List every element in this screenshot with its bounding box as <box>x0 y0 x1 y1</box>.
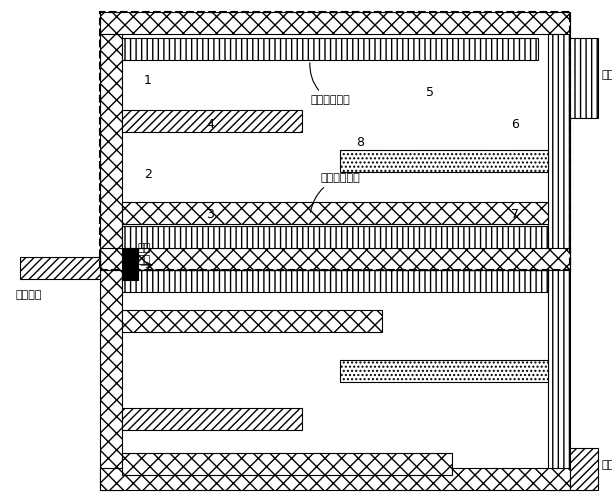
Bar <box>122 453 452 475</box>
Text: 5: 5 <box>426 86 434 98</box>
Bar <box>122 110 302 132</box>
Bar <box>122 226 548 248</box>
Text: 1: 1 <box>144 74 152 87</box>
Bar <box>340 360 548 382</box>
Text: 输入端口: 输入端口 <box>15 290 42 300</box>
Bar <box>100 12 570 34</box>
Bar <box>548 270 570 490</box>
Bar <box>20 257 100 279</box>
Bar <box>122 38 538 60</box>
Text: 第二耦合路径: 第二耦合路径 <box>310 173 360 212</box>
Bar <box>122 310 382 332</box>
Text: 第一输出端口: 第一输出端口 <box>601 70 612 80</box>
Text: 3: 3 <box>206 209 214 221</box>
Text: 7: 7 <box>511 209 519 221</box>
Bar <box>340 150 548 172</box>
Bar <box>122 408 302 430</box>
Text: 4: 4 <box>206 118 214 132</box>
Text: 8: 8 <box>356 136 364 149</box>
Bar <box>100 468 570 490</box>
Bar <box>548 34 570 270</box>
Text: 隔离: 隔离 <box>138 243 151 253</box>
Bar <box>122 202 548 224</box>
Text: 第一耦合路径: 第一耦合路径 <box>310 63 350 105</box>
Bar <box>100 248 570 270</box>
Bar <box>100 270 122 490</box>
Bar <box>100 12 570 270</box>
Bar <box>122 270 548 292</box>
Bar <box>570 448 598 490</box>
Text: 2: 2 <box>144 168 152 181</box>
Text: 第二输出端口: 第二输出端口 <box>601 460 612 470</box>
Text: 6: 6 <box>511 118 519 132</box>
Text: 元件: 元件 <box>138 255 151 265</box>
Bar <box>570 38 598 118</box>
Bar <box>122 248 138 280</box>
Bar <box>100 34 122 270</box>
